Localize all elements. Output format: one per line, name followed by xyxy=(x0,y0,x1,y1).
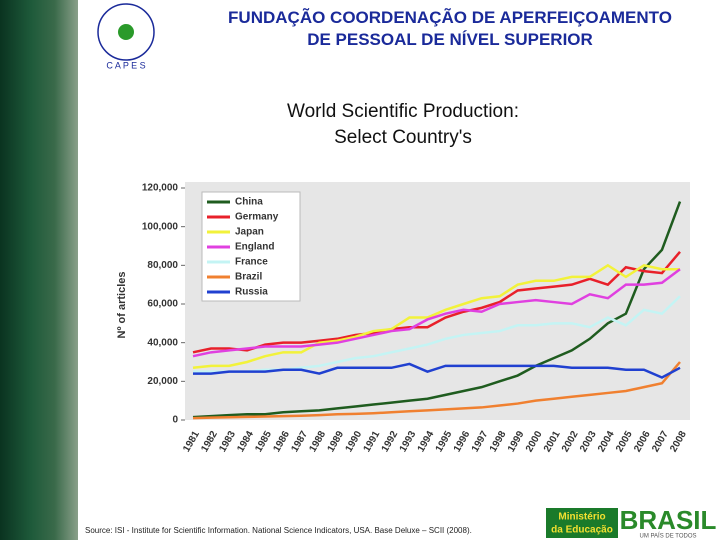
series-line xyxy=(192,201,682,419)
x-tick-label: 2008 xyxy=(668,429,689,454)
x-tick-label: 1999 xyxy=(506,429,527,454)
chart-title: World Scientific Production: xyxy=(287,101,519,122)
x-tick-label: 1993 xyxy=(398,429,419,454)
y-axis-label: Nº of articles xyxy=(116,272,128,339)
chart-title: Select Country's xyxy=(334,127,472,148)
x-tick-label: 1981 xyxy=(181,429,202,454)
y-tick-label: 60,000 xyxy=(147,299,178,310)
x-tick-label: 2000 xyxy=(524,429,545,454)
x-tick-label: 1995 xyxy=(434,429,455,454)
x-tick-label: 1998 xyxy=(488,429,509,454)
x-tick-label: 1984 xyxy=(235,429,256,454)
y-tick-label: 100,000 xyxy=(142,221,179,232)
slogan: UM PAÍS DE TODOS xyxy=(639,533,696,540)
x-tick-label: 1982 xyxy=(199,429,220,454)
ministry: da Educação xyxy=(551,525,613,536)
legend-label: China xyxy=(235,197,263,208)
x-tick-label: 1989 xyxy=(326,429,347,454)
ministry: Ministério xyxy=(558,512,605,523)
legend-label: Brazil xyxy=(235,272,262,283)
series-line xyxy=(192,268,681,358)
ministry-box xyxy=(546,508,618,538)
x-tick-label: 1992 xyxy=(380,429,401,454)
logo-globe xyxy=(118,24,134,40)
header-line: FUNDAÇÃO COORDENAÇÃO DE APERFEIÇOAMENTO xyxy=(228,8,672,27)
dna-strip xyxy=(0,0,78,540)
y-tick-label: 80,000 xyxy=(147,260,178,271)
y-tick-label: 40,000 xyxy=(147,337,178,348)
header-line: DE PESSOAL DE NÍVEL SUPERIOR xyxy=(307,30,593,49)
x-tick-label: 1996 xyxy=(452,429,473,454)
x-tick-label: 1985 xyxy=(253,429,274,454)
x-tick-label: 1988 xyxy=(307,429,328,454)
legend-label: Japan xyxy=(235,227,264,238)
x-tick-label: 2002 xyxy=(560,429,581,454)
brand: BRASIL xyxy=(620,505,717,535)
source: Source: ISI - Institute for Scientific I… xyxy=(85,526,472,535)
x-tick-label: 1997 xyxy=(470,429,491,454)
series-line xyxy=(192,263,680,370)
logo-text: C A P E S xyxy=(106,60,145,70)
series-line xyxy=(193,362,681,379)
x-tick-label: 1983 xyxy=(217,429,238,454)
x-tick-label: 2005 xyxy=(614,429,635,454)
legend-label: Russia xyxy=(235,287,268,298)
x-tick-label: 2006 xyxy=(632,429,653,454)
legend-label: Germany xyxy=(235,212,279,223)
x-tick-label: 2007 xyxy=(650,429,671,454)
x-tick-label: 1987 xyxy=(289,429,310,454)
x-tick-label: 2001 xyxy=(542,429,563,454)
y-tick-label: 20,000 xyxy=(147,376,178,387)
x-tick-label: 1994 xyxy=(416,429,437,454)
logo-ring xyxy=(97,3,155,61)
x-tick-label: 1991 xyxy=(362,429,383,454)
x-tick-label: 1986 xyxy=(271,429,292,454)
y-tick-label: 0 xyxy=(172,415,178,426)
legend-label: England xyxy=(235,242,274,253)
series-line xyxy=(192,250,681,354)
y-tick-label: 120,000 xyxy=(142,183,179,194)
series-line xyxy=(192,361,681,420)
x-tick-label: 2004 xyxy=(596,429,617,454)
legend-label: France xyxy=(235,257,268,268)
x-tick-label: 1990 xyxy=(344,429,365,454)
x-tick-label: 2003 xyxy=(578,429,599,454)
